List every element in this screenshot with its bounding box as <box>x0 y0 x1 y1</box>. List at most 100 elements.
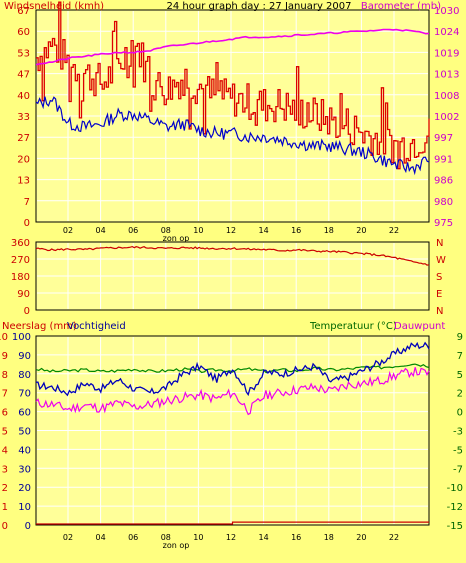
barometer-y-tick: 1008 <box>434 91 459 102</box>
temperature-line <box>35 363 430 374</box>
x-tick-label: 14 <box>259 226 269 235</box>
x-tick-label: 16 <box>291 226 301 235</box>
compass-tick: N <box>436 306 443 317</box>
barometer-y-tick: 991 <box>434 154 453 165</box>
wind-direction-line <box>35 245 430 266</box>
humidity-y-tick: 0 <box>25 521 31 532</box>
temperature-y-tick: -3 <box>453 427 463 438</box>
rain-y-tick: 3 <box>2 464 8 475</box>
x-tick-label: 02 <box>63 533 73 542</box>
x-tick-label: 10 <box>193 533 203 542</box>
wind-y-tick: 27 <box>17 133 30 144</box>
compass-tick: N <box>436 238 443 249</box>
wind-axis-label: Windsnelheid (kmh) <box>4 1 104 12</box>
rain-y-tick: 9 <box>2 351 8 362</box>
barometer-y-tick: 986 <box>434 176 453 187</box>
humidity-y-tick: 80 <box>18 370 31 381</box>
barometer-line <box>35 28 430 66</box>
wind-gust-line <box>36 1 430 170</box>
compass-tick: S <box>436 272 442 283</box>
rain-axis-label: Neerslag (mm) <box>2 321 77 332</box>
wind-average-line <box>35 96 430 176</box>
x-tick-label: 06 <box>128 226 138 235</box>
humidity-y-tick: 20 <box>18 483 31 494</box>
direction-y-tick: 90 <box>17 289 30 300</box>
barometer-y-tick: 997 <box>434 133 453 144</box>
compass-tick: W <box>436 255 446 266</box>
x-tick-label: 04 <box>96 533 106 542</box>
temperature-y-tick: -10 <box>447 483 463 494</box>
wind-y-tick: 53 <box>17 48 30 59</box>
x-tick-label: 08 <box>161 533 171 542</box>
humidity-y-tick: 70 <box>18 389 31 400</box>
x-tick-label: 22 <box>389 226 399 235</box>
x-tick-label: 10 <box>193 226 203 235</box>
humidity-y-tick: 50 <box>18 427 31 438</box>
humidity-y-tick: 90 <box>18 351 31 362</box>
barometer-y-tick: 1019 <box>434 48 459 59</box>
x-tick-label: 20 <box>356 226 366 235</box>
wind-y-tick: 40 <box>17 91 30 102</box>
temperature-y-tick: -5 <box>453 445 463 456</box>
rain-y-tick: 6 <box>2 408 8 419</box>
barometer-axis-label: Barometer (mb) <box>361 1 441 12</box>
wind-y-tick: 20 <box>17 154 30 165</box>
humidity-y-tick: 40 <box>18 445 31 456</box>
x-tick-label: 08 <box>161 226 171 235</box>
wind-y-tick: 47 <box>17 70 30 81</box>
humidity-line <box>36 341 430 397</box>
compass-tick: E <box>436 289 442 300</box>
temperature-y-tick: 0 <box>457 408 463 419</box>
rain-y-tick: 5 <box>2 427 8 438</box>
x-tick-label: 18 <box>324 533 334 542</box>
barometer-y-tick: 975 <box>434 218 453 229</box>
wind-y-tick: 60 <box>17 27 30 38</box>
direction-y-tick: 270 <box>11 255 30 266</box>
wind-y-tick: 33 <box>17 112 30 123</box>
rain-y-tick: 1 <box>2 502 8 513</box>
wind-chart-title: 24 hour graph day : 27 January 2007 <box>167 1 352 12</box>
x-tick-label: 14 <box>259 533 269 542</box>
direction-y-tick: 0 <box>24 306 30 317</box>
rain-y-tick: 7 <box>2 389 8 400</box>
x-tick-label: 12 <box>226 226 236 235</box>
dewpoint-axis-label: Dauwpunt <box>394 321 445 332</box>
climate-sunrise-label: zon op <box>163 541 190 550</box>
x-tick-label: 18 <box>324 226 334 235</box>
humidity-y-tick: 10 <box>18 502 31 513</box>
direction-y-tick: 180 <box>11 272 30 283</box>
barometer-y-tick: 1002 <box>434 112 459 123</box>
barometer-y-tick: 980 <box>434 197 453 208</box>
barometer-y-tick: 1024 <box>434 27 459 38</box>
rain-y-tick: 8 <box>2 370 8 381</box>
temperature-y-tick: -12 <box>447 502 463 513</box>
temperature-axis-label: Temperatuur (°C) <box>309 321 397 332</box>
temperature-y-tick: 2 <box>457 389 463 400</box>
direction-y-tick: 360 <box>11 238 30 249</box>
temperature-y-tick: -7 <box>453 464 463 475</box>
climate-panel: 1098765432101009080706050403020100 97520… <box>0 321 463 550</box>
x-tick-label: 22 <box>389 533 399 542</box>
wind-y-tick: 13 <box>17 176 30 187</box>
x-tick-label: 16 <box>291 533 301 542</box>
temperature-y-tick: 5 <box>457 370 463 381</box>
x-tick-label: 04 <box>96 226 106 235</box>
humidity-y-tick: 30 <box>18 464 31 475</box>
humidity-axis-label: Vochtigheid <box>67 321 126 332</box>
x-tick-label: 02 <box>63 226 73 235</box>
wind-y-tick: 0 <box>24 218 30 229</box>
humidity-y-tick: 100 <box>12 332 31 343</box>
temperature-y-tick: 9 <box>457 332 463 343</box>
x-tick-label: 20 <box>356 533 366 542</box>
temperature-y-tick: 7 <box>457 351 463 362</box>
temperature-y-tick: -15 <box>447 521 463 532</box>
rain-y-tick: 10 <box>0 332 8 343</box>
wind-y-tick: 7 <box>24 197 30 208</box>
dewpoint-line <box>35 367 430 416</box>
humidity-y-tick: 60 <box>18 408 31 419</box>
wind-y-tick: 67 <box>17 6 30 17</box>
barometer-y-tick: 1030 <box>434 6 459 17</box>
